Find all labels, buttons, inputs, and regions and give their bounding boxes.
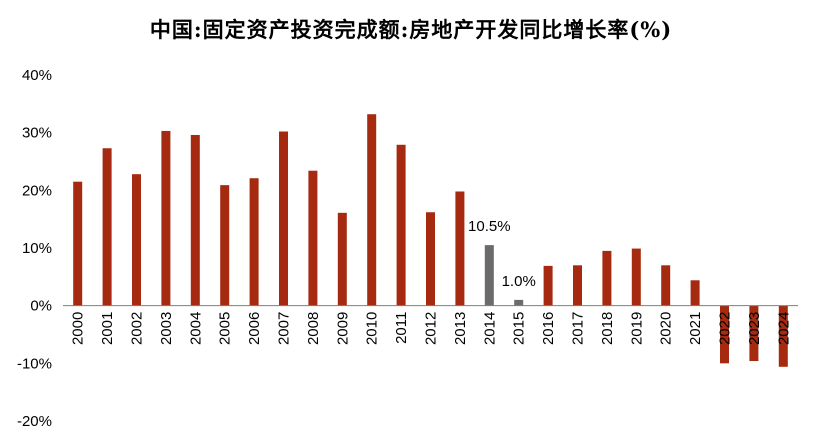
x-tick-label: 2023 [746,312,763,345]
x-tick-label: 2014 [481,312,498,345]
x-tick-label: 2021 [687,312,704,345]
bar-2009 [337,212,347,306]
x-tick-label: 2001 [99,312,116,345]
x-tick-label: 2005 [217,312,234,345]
bar-2005 [220,185,230,306]
x-tick-label: 2022 [717,312,734,345]
bar-2001 [102,148,112,306]
x-tick-label: 2012 [423,312,440,345]
x-tick-label: 2004 [187,312,204,345]
y-tick-label: 30% [22,125,52,142]
bars-layer [73,114,788,367]
bar-2015 [514,299,524,306]
bar-2024 [778,305,788,367]
y-tick-label: 0% [30,298,52,315]
x-tick-label: 2006 [246,312,263,345]
data-label-2015: 1.0% [502,273,536,290]
x-tick-label: 2010 [364,312,381,345]
bar-2022 [720,305,729,364]
bar-2010 [367,114,377,306]
y-tick-label: -10% [17,355,52,372]
chart-title: 中国:固定资产投资完成额:房地产开发同比增长率(%) [149,17,673,42]
data-label-2014: 10.5% [468,218,511,235]
y-tick-label: 10% [22,240,52,257]
bar-2000 [73,181,83,306]
bar-2007 [279,131,288,306]
x-tick-label: 2002 [129,312,146,345]
x-tick-label: 2000 [70,312,87,345]
y-tick-label: 40% [22,67,52,84]
bar-2018 [602,250,612,306]
y-tick-label: -20% [17,413,52,430]
x-tick-label: 2015 [511,312,528,345]
bar-2013 [455,191,465,306]
x-tick-label: 2017 [570,312,587,345]
bar-2006 [249,178,259,306]
x-tick-label: 2018 [599,312,616,345]
x-tick-label: 2011 [393,312,410,344]
bar-2023 [749,305,759,362]
x-tick-labels: 2000 2001 2002 2003 2004 2005 2006 2007 2008 2009… [70,312,793,345]
bar-2011 [396,144,406,306]
bar-2021 [690,280,700,306]
bar-2004 [190,134,200,306]
y-tick-label: 20% [22,182,52,199]
x-tick-label: 2003 [158,312,175,345]
x-tick-label: 2019 [628,312,645,345]
bar-2003 [161,130,171,306]
x-tick-label: 2008 [305,312,322,345]
bar-2008 [308,170,318,306]
bar-2020 [661,265,671,306]
x-tick-label: 2007 [276,312,293,345]
bar-2019 [631,248,641,306]
x-tick-label: 2020 [658,312,675,345]
x-tick-label: 2013 [452,312,469,345]
bar-2012 [426,212,435,306]
bar-2014 [484,245,494,306]
bar-2002 [132,174,141,306]
x-tick-label: 2024 [775,312,792,345]
bar-2017 [573,265,582,306]
x-tick-label: 2016 [540,312,557,345]
x-tick-label: 2009 [334,312,351,345]
y-tick-labels: 40% 30% 20% 10% 0% -10% -20% [17,67,52,430]
data-labels: 10.5% 1.0% [468,218,536,290]
bar-2016 [543,265,553,306]
